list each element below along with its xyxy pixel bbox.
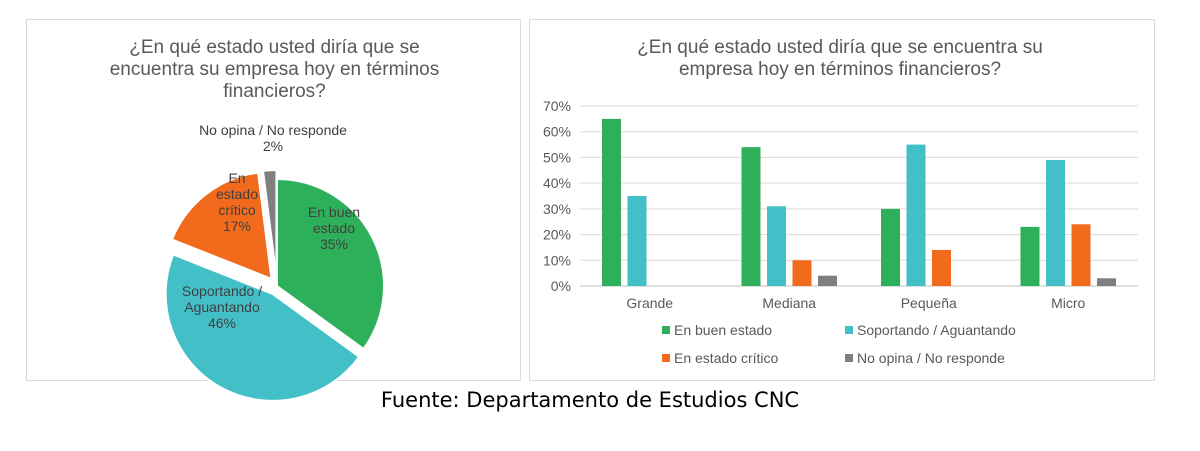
y-tick-label: 50% xyxy=(543,149,571,165)
bar xyxy=(1046,160,1065,286)
y-tick-label: 30% xyxy=(543,201,571,217)
bar xyxy=(906,144,926,286)
pie-slice-label: No opina / No responde 2% xyxy=(199,122,347,154)
pie-chart: En buen estado 35% Soportando / Aguantando 46… xyxy=(164,122,385,402)
pie-title-line: encuentra su empresa hoy en términos xyxy=(109,59,440,80)
legend-swatch xyxy=(845,326,853,334)
legend-item: No opina / No responde xyxy=(845,350,1005,366)
bar-chart-title: ¿En qué estado usted diría que se encuen… xyxy=(590,37,1090,81)
bar xyxy=(627,196,647,286)
x-tick-label: Mediana xyxy=(762,295,816,311)
bar xyxy=(767,206,786,286)
bar-chart: 0% 10% 20% 30% 40% 50% 60% 70% Grande Mediana Pequ… xyxy=(543,98,1138,311)
legend-label: Soportando / Aguantando xyxy=(857,322,1016,338)
bar xyxy=(932,250,951,286)
pie-title-line: financieros? xyxy=(223,81,326,102)
bar xyxy=(602,118,621,286)
bar xyxy=(1071,224,1091,286)
y-tick-label: 70% xyxy=(543,98,571,114)
pie-chart-title: ¿En qué estado usted diría que se encuen… xyxy=(87,37,462,103)
x-tick-label: Grande xyxy=(626,295,673,311)
y-tick-label: 40% xyxy=(543,175,571,191)
bar xyxy=(1097,278,1116,286)
x-tick-label: Pequeña xyxy=(901,295,957,311)
pie-slice-label: En buen estado 35% xyxy=(308,204,360,252)
y-tick-label: 10% xyxy=(543,252,571,268)
bar xyxy=(792,260,812,286)
source-note: Fuente: Departamento de Estudios CNC xyxy=(380,388,800,412)
bar-title-line: empresa hoy en términos financieros? xyxy=(678,59,1002,80)
legend-label: En estado crítico xyxy=(674,350,779,366)
y-tick-label: 60% xyxy=(543,124,571,140)
y-tick-label: 20% xyxy=(543,227,571,243)
pie-chart-panel: ¿En qué estado usted diría que se encuen… xyxy=(26,19,521,402)
legend-swatch xyxy=(662,354,670,362)
pie-slice xyxy=(276,177,385,351)
y-tick-label: 0% xyxy=(551,278,571,294)
legend-item: En buen estado xyxy=(662,322,772,338)
pie-slice xyxy=(261,169,278,278)
bar-title-line: ¿En qué estado usted diría que se encuen… xyxy=(637,37,1043,58)
pie-slice-label: Soportando / Aguantando 46% xyxy=(182,283,262,331)
legend-label: No opina / No responde xyxy=(857,350,1005,366)
legend-swatch xyxy=(845,354,853,362)
legend-swatch xyxy=(662,326,670,334)
legend-item: En estado crítico xyxy=(662,350,778,366)
pie-slice xyxy=(164,253,361,402)
x-tick-label: Micro xyxy=(1051,295,1085,311)
bar xyxy=(741,147,761,286)
bar xyxy=(1020,226,1040,286)
bar xyxy=(818,275,837,286)
pie-slice-label: En estado crítico 17% xyxy=(216,170,258,234)
legend-label: En buen estado xyxy=(674,322,773,338)
legend-item: Soportando / Aguantando xyxy=(845,322,1016,338)
bar xyxy=(881,208,900,286)
pie-title-line: ¿En qué estado usted diría que se xyxy=(129,37,420,58)
pie-slice xyxy=(170,171,273,281)
bar-chart-panel: ¿En qué estado usted diría que se encuen… xyxy=(529,19,1155,381)
